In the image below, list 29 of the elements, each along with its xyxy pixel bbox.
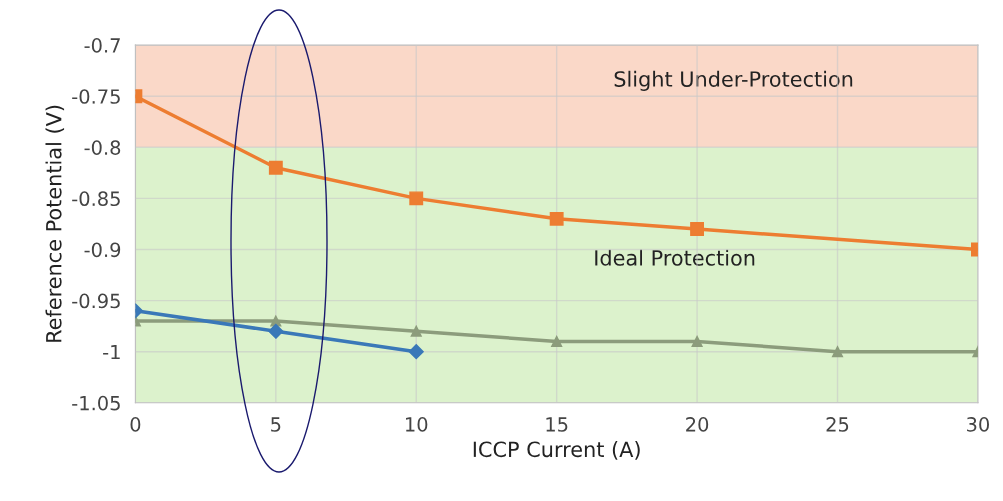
point <box>549 211 564 226</box>
y-tick-label: -0.9 <box>84 242 121 258</box>
point <box>410 325 422 337</box>
point <box>691 335 703 348</box>
x-tick-label: 5 <box>271 417 281 432</box>
band-label: Ideal Protection <box>595 249 755 266</box>
point <box>551 335 563 348</box>
x-tick-label: 20 <box>686 417 709 432</box>
point <box>831 346 844 358</box>
y-axis-title: Reference Potential (V) <box>45 105 65 342</box>
x-tick-label: 10 <box>406 417 428 432</box>
point <box>690 222 705 237</box>
y-tick-label: -1.05 <box>72 395 120 411</box>
x-tick-label: 30 <box>967 417 989 432</box>
y-tick-label: -0.8 <box>84 140 121 155</box>
point <box>268 160 283 175</box>
y-tick-label: -0.85 <box>72 191 120 207</box>
x-axis-title: ICCP Current (A) <box>473 441 640 460</box>
point <box>268 323 284 339</box>
x-tick-label: 0 <box>130 417 141 432</box>
x-tick-label: 25 <box>826 417 849 432</box>
point <box>409 191 424 206</box>
band-label: Slight Under-Protection <box>614 70 853 91</box>
y-tick-label: -0.7 <box>84 38 120 53</box>
point <box>408 344 424 360</box>
x-tick-label: 15 <box>546 417 568 432</box>
y-tick-label: -1 <box>103 344 120 360</box>
y-tick-label: -0.95 <box>72 293 120 309</box>
y-tick-label: -0.75 <box>72 89 120 104</box>
